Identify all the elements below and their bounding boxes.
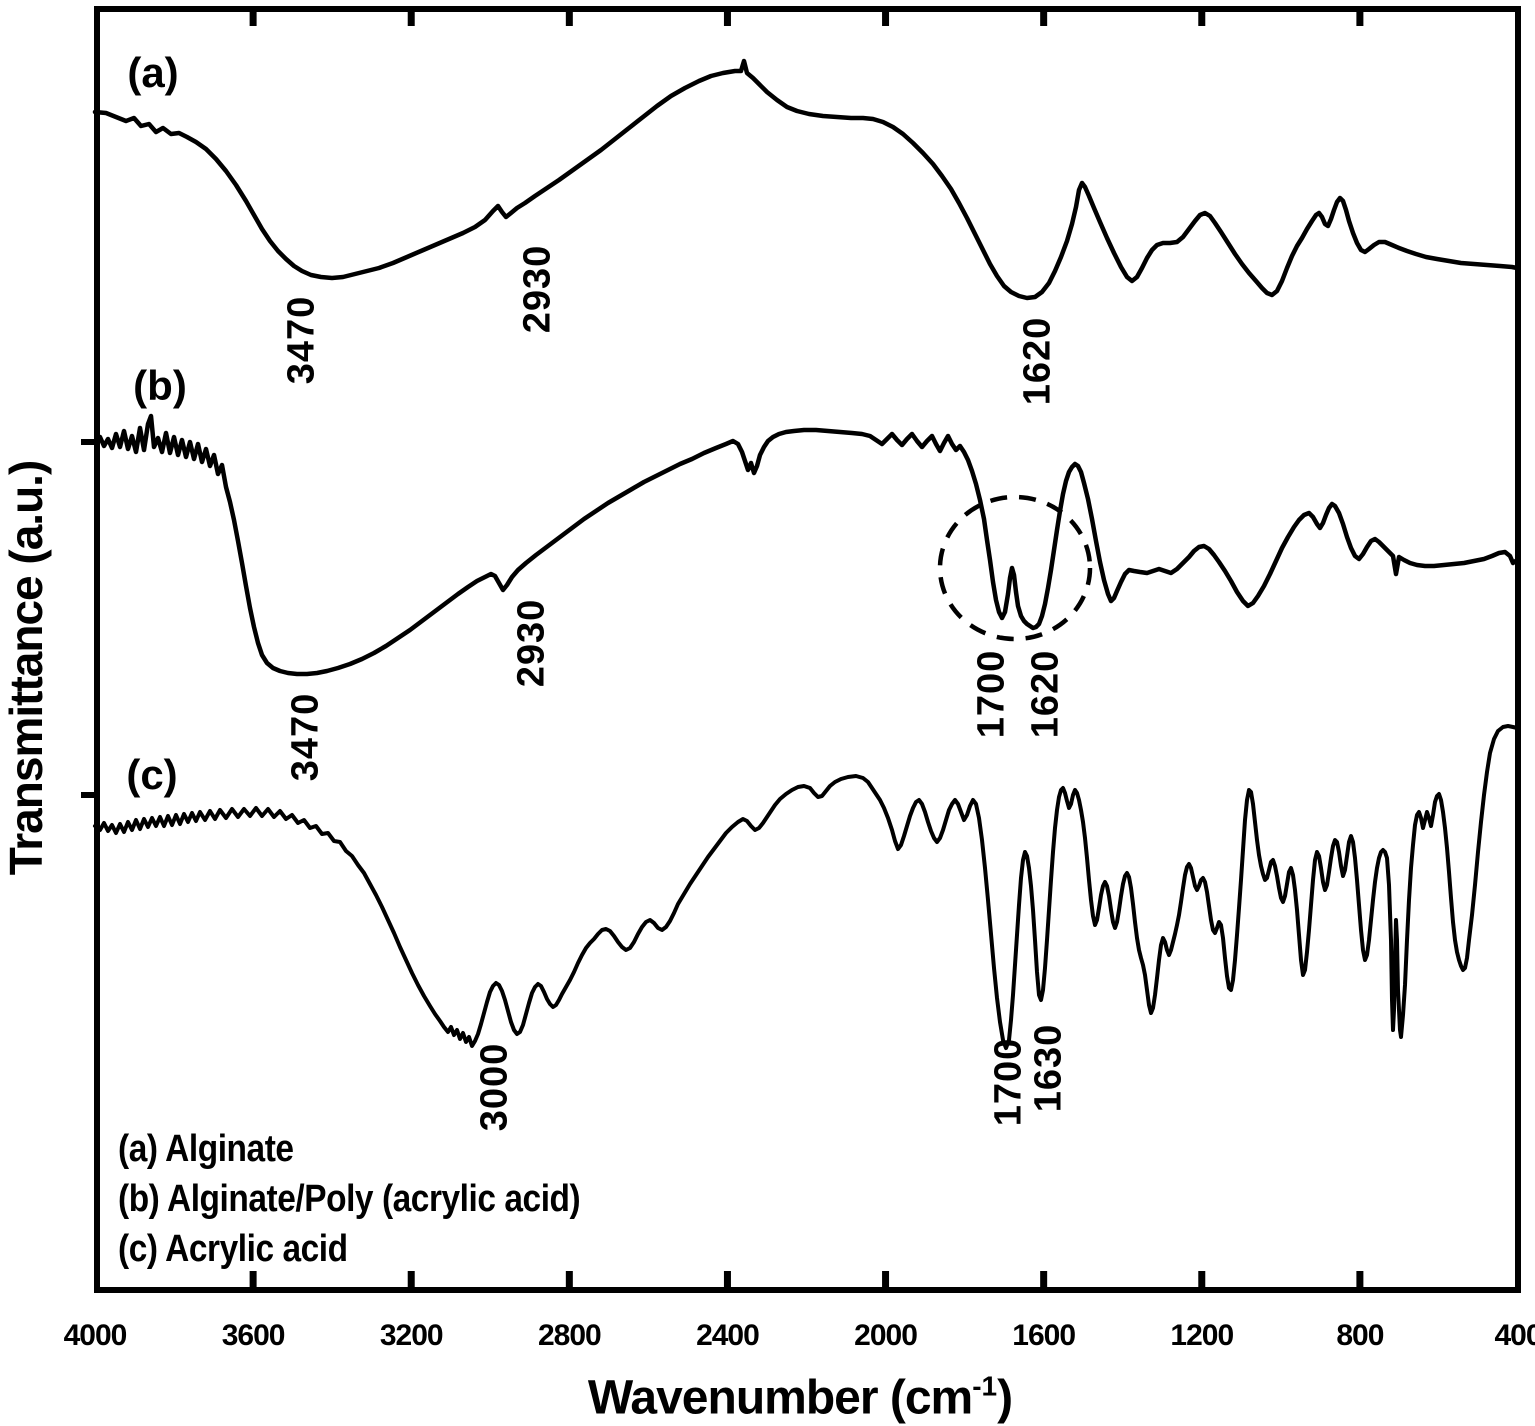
x-tick-label: 2400 <box>696 1319 760 1352</box>
y-axis-title: Transmittance (a.u.) <box>0 460 52 876</box>
spectrum-trace-c <box>93 724 1519 1050</box>
spectrum-trace-a <box>92 58 1520 301</box>
peak-annotation-c-3000: 3000 <box>473 1042 516 1132</box>
peak-annotation-b-1700: 1700 <box>970 649 1013 739</box>
x-tick-label: 2800 <box>537 1319 602 1352</box>
x-tick-label: 2000 <box>854 1319 918 1352</box>
peak-annotation-a-3470: 3470 <box>280 295 323 385</box>
x-tick-label: 3600 <box>221 1319 286 1352</box>
legend-item-c: (c) Acrylic acid <box>118 1228 348 1270</box>
legend-item-a: (a) Alginate <box>118 1128 294 1170</box>
peak-annotation-b-2930: 2930 <box>510 598 553 688</box>
peak-annotation-b-1620: 1620 <box>1024 649 1067 739</box>
x-tick-label: 4000 <box>63 1319 128 1352</box>
x-tick-label: 800 <box>1336 1319 1384 1352</box>
peak-annotation-b-3470: 3470 <box>284 692 327 782</box>
panel-label-a: (a) <box>127 49 179 96</box>
dashed-circle-annotation <box>937 494 1093 642</box>
x-axis-title-superscript: -1 <box>972 1370 998 1402</box>
x-tick-label: 1200 <box>1170 1319 1234 1352</box>
plot-frame <box>94 6 1521 1293</box>
x-axis-title-text: Wavenumber (cm <box>587 1371 973 1425</box>
peak-annotation-c-1630: 1630 <box>1027 1023 1070 1113</box>
x-axis-title-close: ) <box>997 1371 1013 1425</box>
peak-annotation-a-1620: 1620 <box>1016 316 1059 406</box>
x-tick-label: 3200 <box>379 1319 444 1352</box>
legend-item-b: (b) Alginate/Poly (acrylic acid) <box>118 1178 581 1220</box>
peak-annotation-c-1700: 1700 <box>987 1037 1030 1127</box>
spectrum-trace-b <box>92 413 1520 677</box>
peak-annotation-a-2930: 2930 <box>516 244 559 334</box>
panel-label-c: (c) <box>126 751 178 798</box>
panel-label-b: (b) <box>133 362 187 409</box>
legend: (a) Alginate (b) Alginate/Poly (acrylic … <box>118 1124 581 1274</box>
x-tick-label: 400 <box>1494 1319 1535 1352</box>
x-axis-title: Wavenumber (cm-1) <box>587 1370 1013 1426</box>
x-tick-label: 1600 <box>1012 1319 1076 1352</box>
